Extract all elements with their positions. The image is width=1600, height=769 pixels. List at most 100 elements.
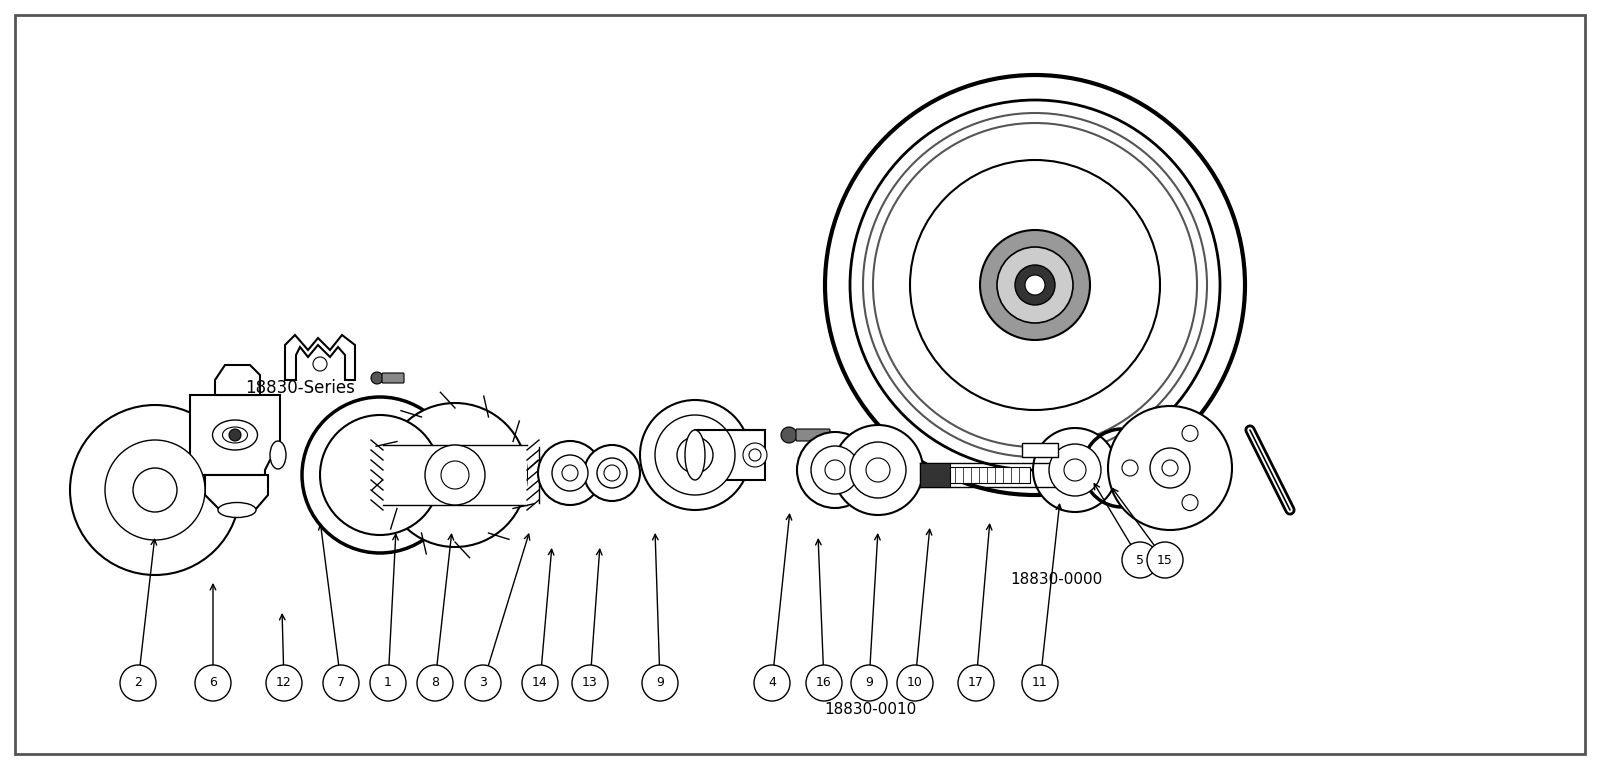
Text: 11: 11 — [1032, 677, 1048, 690]
Circle shape — [1122, 460, 1138, 476]
Circle shape — [320, 415, 440, 535]
Circle shape — [898, 665, 933, 701]
Circle shape — [302, 397, 458, 553]
Circle shape — [323, 665, 358, 701]
Text: 6: 6 — [210, 677, 218, 690]
Circle shape — [573, 665, 608, 701]
Text: 12: 12 — [277, 677, 291, 690]
Circle shape — [120, 665, 157, 701]
Polygon shape — [190, 395, 280, 475]
Circle shape — [1122, 542, 1158, 578]
FancyBboxPatch shape — [382, 445, 526, 505]
Circle shape — [742, 443, 766, 467]
Text: 7: 7 — [338, 677, 346, 690]
Circle shape — [1064, 459, 1086, 481]
Text: 14: 14 — [533, 677, 547, 690]
Circle shape — [866, 458, 890, 482]
Circle shape — [562, 465, 578, 481]
Polygon shape — [214, 365, 259, 395]
Circle shape — [958, 665, 994, 701]
Circle shape — [382, 403, 526, 547]
Circle shape — [538, 441, 602, 505]
Circle shape — [642, 665, 678, 701]
Text: 18830-Series: 18830-Series — [245, 379, 355, 397]
Circle shape — [749, 449, 762, 461]
Polygon shape — [285, 335, 355, 380]
Circle shape — [1162, 460, 1178, 476]
Circle shape — [229, 429, 242, 441]
Circle shape — [195, 665, 230, 701]
FancyBboxPatch shape — [1022, 443, 1058, 457]
Text: 3: 3 — [478, 677, 486, 690]
Circle shape — [1014, 265, 1054, 305]
Circle shape — [834, 425, 923, 515]
Text: 1: 1 — [384, 677, 392, 690]
Circle shape — [1022, 665, 1058, 701]
FancyBboxPatch shape — [694, 430, 765, 480]
Circle shape — [851, 665, 886, 701]
Circle shape — [850, 442, 906, 498]
Circle shape — [811, 446, 859, 494]
Circle shape — [584, 445, 640, 501]
Circle shape — [552, 455, 589, 491]
Text: 18830-0010: 18830-0010 — [824, 703, 917, 717]
Circle shape — [1050, 444, 1101, 496]
FancyBboxPatch shape — [382, 373, 403, 383]
Text: 10: 10 — [907, 677, 923, 690]
Text: 2: 2 — [134, 677, 142, 690]
Polygon shape — [205, 475, 269, 510]
Text: 4: 4 — [768, 677, 776, 690]
Text: 16: 16 — [816, 677, 832, 690]
FancyBboxPatch shape — [920, 463, 950, 487]
Circle shape — [1026, 275, 1045, 295]
Circle shape — [826, 460, 845, 480]
FancyBboxPatch shape — [797, 429, 830, 441]
Circle shape — [640, 400, 750, 510]
Text: 15: 15 — [1157, 554, 1173, 567]
Ellipse shape — [213, 420, 258, 450]
Circle shape — [1107, 406, 1232, 530]
Circle shape — [466, 665, 501, 701]
Ellipse shape — [218, 502, 256, 518]
Ellipse shape — [222, 427, 248, 443]
Circle shape — [1147, 542, 1182, 578]
Circle shape — [781, 427, 797, 443]
Circle shape — [1182, 494, 1198, 511]
Circle shape — [605, 465, 621, 481]
Circle shape — [1182, 425, 1198, 441]
Ellipse shape — [685, 430, 706, 480]
Text: 13: 13 — [582, 677, 598, 690]
Circle shape — [133, 468, 178, 512]
Circle shape — [997, 247, 1074, 323]
Circle shape — [1034, 428, 1117, 512]
Text: 5: 5 — [1136, 554, 1144, 567]
Circle shape — [826, 75, 1245, 495]
Circle shape — [426, 445, 485, 505]
Circle shape — [371, 372, 382, 384]
Ellipse shape — [270, 441, 286, 469]
Circle shape — [654, 415, 734, 495]
Circle shape — [677, 437, 714, 473]
Circle shape — [522, 665, 558, 701]
FancyBboxPatch shape — [14, 15, 1586, 754]
Circle shape — [314, 357, 326, 371]
Circle shape — [597, 458, 627, 488]
Text: 17: 17 — [968, 677, 984, 690]
Circle shape — [910, 160, 1160, 410]
Circle shape — [418, 665, 453, 701]
Circle shape — [266, 665, 302, 701]
FancyBboxPatch shape — [950, 467, 1030, 483]
Circle shape — [850, 100, 1221, 470]
Circle shape — [979, 230, 1090, 340]
Text: 9: 9 — [866, 677, 874, 690]
Circle shape — [806, 665, 842, 701]
Circle shape — [797, 432, 874, 508]
Circle shape — [442, 461, 469, 489]
Circle shape — [370, 665, 406, 701]
Text: 8: 8 — [430, 677, 438, 690]
Circle shape — [754, 665, 790, 701]
Circle shape — [70, 405, 240, 575]
Circle shape — [106, 440, 205, 540]
Text: 18830-0000: 18830-0000 — [1010, 572, 1102, 588]
Text: 9: 9 — [656, 677, 664, 690]
